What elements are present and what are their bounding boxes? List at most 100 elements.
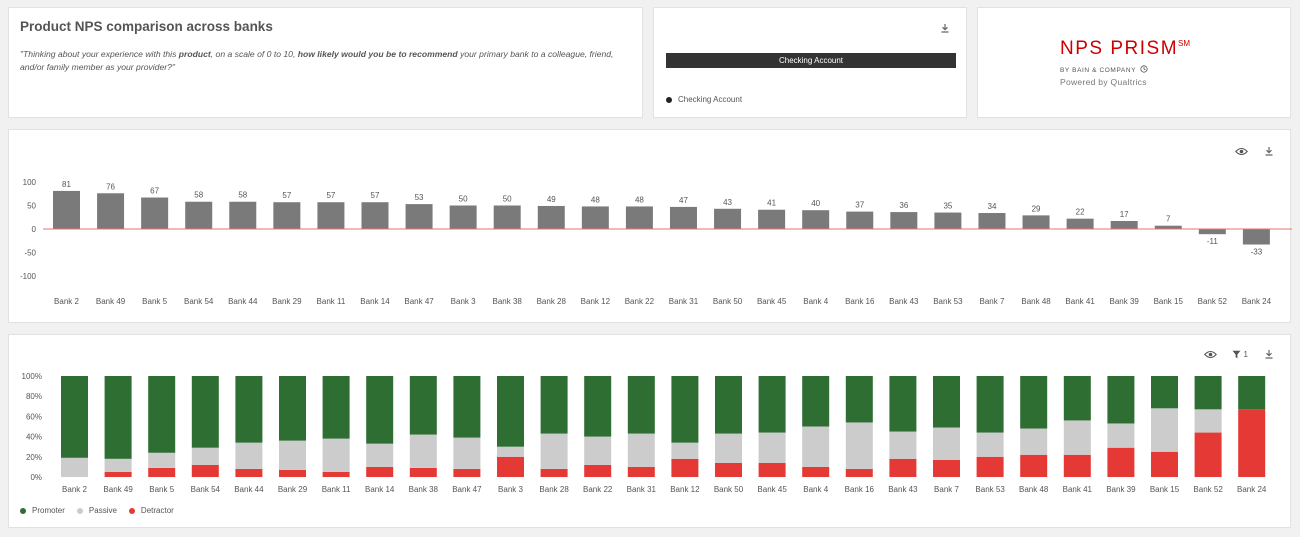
segment-promoter <box>1194 376 1222 410</box>
legend-item-passive[interactable]: Passive <box>76 506 117 515</box>
y-tick-label: -100 <box>20 272 37 281</box>
title-card: Product NPS comparison across banks "Thi… <box>8 7 643 118</box>
segment-detractor <box>279 469 306 477</box>
segment-detractor <box>409 467 437 477</box>
distribution-chart-tools: 1 <box>1204 347 1276 361</box>
x-tick-label: Bank 28 <box>539 485 569 494</box>
nps-bar <box>1110 221 1138 229</box>
question-text-start: "Thinking about your experience with thi… <box>20 49 179 59</box>
nps-data-label: 37 <box>855 201 864 210</box>
segment-promoter <box>1151 376 1178 409</box>
segment-promoter <box>540 376 568 434</box>
nps-data-label: 35 <box>943 202 952 211</box>
nps-bar <box>449 205 477 229</box>
segment-passive <box>1107 423 1135 448</box>
x-tick-label: Bank 50 <box>714 485 744 494</box>
nps-bar <box>185 201 213 229</box>
x-tick-label: Bank 52 <box>1198 297 1228 306</box>
product-selector[interactable]: Checking Account <box>666 53 956 68</box>
segment-promoter <box>1107 376 1135 424</box>
x-tick-label: Bank 53 <box>975 485 1005 494</box>
segment-passive <box>453 437 481 469</box>
segment-detractor <box>715 462 742 477</box>
logo-byline: BY BAIN & COMPANY <box>1060 65 1148 74</box>
legend-item-detractor[interactable]: Detractor <box>128 506 174 515</box>
segment-passive <box>845 422 873 469</box>
nps-bar <box>361 202 389 229</box>
segment-passive <box>322 438 350 472</box>
eye-icon[interactable] <box>1234 144 1248 158</box>
segment-passive <box>1194 409 1222 433</box>
segment-passive <box>61 457 88 477</box>
x-tick-label: Bank 14 <box>360 297 390 306</box>
segment-promoter <box>889 376 917 432</box>
nps-bar <box>846 211 874 229</box>
x-tick-label: Bank 48 <box>1021 297 1051 306</box>
x-tick-label: Bank 4 <box>803 297 828 306</box>
segment-promoter <box>715 376 742 434</box>
x-tick-label: Bank 7 <box>934 485 959 494</box>
nps-data-label: 47 <box>679 196 688 205</box>
nps-bar <box>317 202 345 229</box>
x-tick-label: Bank 48 <box>1019 485 1049 494</box>
nps-bar-chart: 100 50 0 -50 -100 81 Bank 2 76 Bank 49 67 Bank 5 58… <box>20 178 1292 306</box>
x-tick-label: Bank 47 <box>404 297 434 306</box>
legend-dot <box>666 96 672 103</box>
segment-promoter <box>322 376 350 439</box>
nps-bar <box>229 201 257 229</box>
nps-bar <box>890 212 918 229</box>
nps-bar <box>581 206 609 229</box>
segment-passive <box>889 431 917 459</box>
nps-data-label: 53 <box>415 193 424 202</box>
filter-button[interactable]: 1 <box>1232 347 1248 361</box>
x-tick-label: Bank 16 <box>845 485 875 494</box>
nps-bar <box>141 197 169 229</box>
segment-detractor <box>671 458 699 477</box>
question-bold-recommend: how likely would you be to recommend <box>297 49 458 59</box>
segment-promoter <box>497 376 524 447</box>
nps-bar <box>273 202 301 229</box>
x-tick-label: Bank 31 <box>669 297 699 306</box>
segment-detractor <box>235 468 263 477</box>
nps-data-label: 34 <box>988 202 997 211</box>
segment-promoter <box>671 376 699 443</box>
x-tick-label: Bank 43 <box>889 297 919 306</box>
nps-bar <box>1242 229 1270 245</box>
filter-icon <box>1232 350 1241 358</box>
x-tick-label: Bank 28 <box>537 297 567 306</box>
segment-detractor <box>1151 451 1178 477</box>
nps-bar <box>53 190 80 229</box>
nps-data-label: 22 <box>1076 208 1085 217</box>
download-icon[interactable] <box>1262 347 1276 361</box>
nps-bar <box>714 208 742 229</box>
x-tick-label: Bank 14 <box>365 485 395 494</box>
download-icon[interactable] <box>1262 144 1276 158</box>
y-tick-label: -50 <box>24 249 36 258</box>
x-tick-label: Bank 5 <box>149 485 174 494</box>
legend-dot <box>128 507 135 514</box>
segment-promoter <box>453 376 481 438</box>
segment-detractor <box>104 471 132 477</box>
segment-passive <box>497 446 524 457</box>
y-tick-label: 0% <box>30 473 42 482</box>
x-tick-label: Bank 38 <box>493 297 523 306</box>
nps-bar <box>934 212 962 229</box>
nps-data-label: 41 <box>767 199 776 208</box>
x-tick-label: Bank 53 <box>933 297 963 306</box>
filter-count: 1 <box>1243 349 1248 359</box>
segment-promoter <box>1063 376 1091 421</box>
nps-bar <box>1066 218 1094 229</box>
nps-data-label: 50 <box>459 195 468 204</box>
x-tick-label: Bank 44 <box>228 297 258 306</box>
segment-passive <box>976 432 1004 457</box>
eye-icon[interactable] <box>1204 347 1218 361</box>
legend-item-promoter[interactable]: Promoter <box>20 506 65 515</box>
legend-label: Promoter <box>32 506 65 515</box>
segment-passive <box>1063 420 1091 455</box>
download-icon[interactable] <box>938 21 952 35</box>
y-tick-label: 100% <box>22 372 42 381</box>
segment-promoter <box>104 376 132 459</box>
segment-passive <box>933 427 960 460</box>
nps-bar <box>1022 215 1050 229</box>
segment-promoter <box>1238 376 1266 410</box>
